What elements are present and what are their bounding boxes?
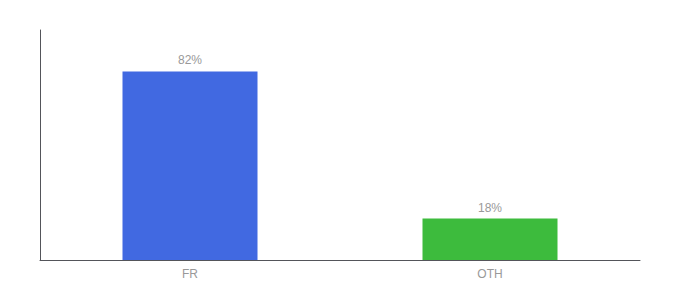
svg-text:82%: 82% [178,53,202,67]
svg-text:OTH: OTH [477,267,502,281]
svg-text:18%: 18% [478,201,502,215]
svg-text:FR: FR [182,267,198,281]
